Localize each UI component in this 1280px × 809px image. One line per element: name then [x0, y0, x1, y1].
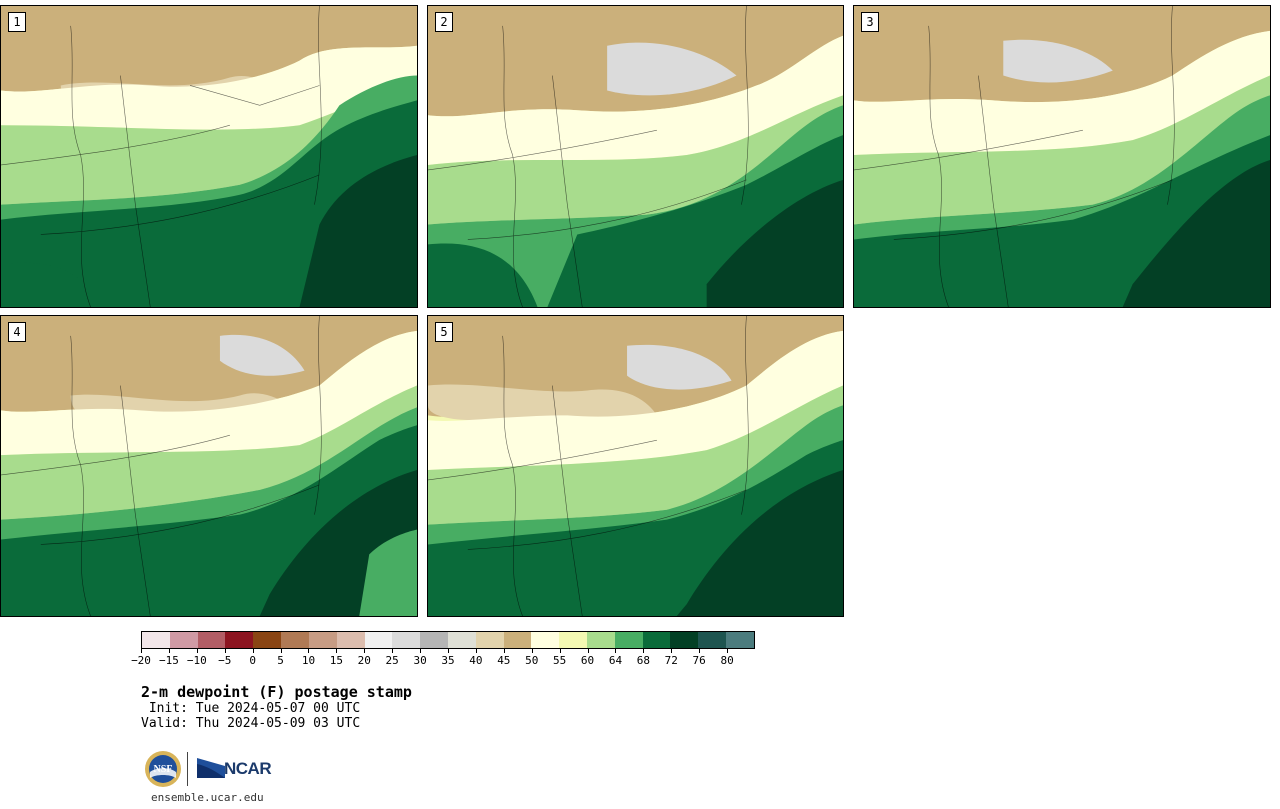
dewpoint-map-3: [854, 6, 1270, 307]
colorbar-swatch: [197, 632, 226, 648]
stamp-panel-1[interactable]: 1: [0, 5, 418, 308]
member-label: 4: [8, 322, 26, 342]
colorbar-swatch: [392, 632, 421, 648]
colorbar-swatch: [308, 632, 337, 648]
colorbar-tick: [252, 648, 254, 653]
colorbar-tick-label: 20: [357, 654, 371, 667]
colorbar-swatch: [420, 632, 448, 648]
colorbar-swatch: [726, 632, 754, 648]
colorbar-tick-label: 25: [385, 654, 399, 667]
colorbar-swatch: [642, 632, 671, 648]
colorbar-tick: [196, 648, 198, 653]
colorbar-tick-label: 30: [413, 654, 427, 667]
colorbar-swatch: [475, 632, 504, 648]
website-url: ensemble.ucar.edu: [151, 791, 264, 804]
colorbar-tick-label: 60: [580, 654, 595, 667]
colorbar-tick: [503, 648, 505, 653]
colorbar-swatch: [587, 632, 615, 648]
colorbar-tick-label: 45: [497, 654, 511, 667]
colorbar-tick-label: 72: [664, 654, 678, 667]
dewpoint-colorbar: [141, 631, 755, 649]
colorbar-tick: [531, 648, 533, 653]
colorbar-swatch: [253, 632, 282, 648]
colorbar-tick-label: 40: [469, 654, 483, 667]
colorbar-swatch: [142, 632, 170, 648]
valid-time: Valid: Thu 2024-05-09 03 UTC: [141, 716, 361, 731]
colorbar-tick-label: 50: [525, 654, 539, 667]
colorbar-tick: [699, 648, 701, 653]
stamp-panel-4[interactable]: 4: [0, 315, 418, 617]
product-title: 2-m dewpoint (F) postage stamp: [141, 683, 412, 701]
colorbar-tick-label: 5: [277, 654, 284, 667]
ncar-logo-text: NCAR: [224, 759, 272, 778]
colorbar-tick-label: −20: [131, 654, 151, 667]
member-label: 3: [861, 12, 879, 32]
colorbar-tick: [224, 648, 226, 653]
colorbar-tick: [141, 648, 142, 653]
colorbar-tick: [559, 648, 561, 653]
colorbar-tick: [336, 648, 338, 653]
colorbar-tick: [643, 648, 645, 653]
colorbar-tick-label: 35: [441, 654, 455, 667]
colorbar-tick: [168, 648, 170, 653]
colorbar-tick-label: −15: [158, 654, 179, 667]
nsf-logo-icon: NSF: [145, 751, 181, 787]
colorbar-swatch: [531, 632, 560, 648]
colorbar-tick-label: 76: [692, 654, 706, 667]
colorbar-swatch: [169, 632, 198, 648]
colorbar-swatch: [559, 632, 587, 648]
logo-area: NSF NCAR: [144, 750, 274, 790]
init-time: Init: Tue 2024-05-07 00 UTC: [141, 701, 361, 716]
stamp-panel-2[interactable]: 2: [427, 5, 844, 308]
colorbar-tick-label: 80: [720, 654, 734, 667]
nsf-logo-text: NSF: [154, 764, 173, 775]
member-label: 5: [435, 322, 453, 342]
stamp-panel-5[interactable]: 5: [427, 315, 844, 617]
colorbar-swatch: [503, 632, 532, 648]
colorbar-swatch: [447, 632, 476, 648]
colorbar-tick: [308, 648, 310, 653]
colorbar-tick-label: 55: [553, 654, 567, 667]
colorbar-tick: [727, 648, 729, 653]
colorbar-swatch: [336, 632, 365, 648]
colorbar-swatch: [225, 632, 254, 648]
colorbar-tick: [671, 648, 673, 653]
colorbar-swatch: [698, 632, 727, 648]
member-label: 2: [435, 12, 453, 32]
colorbar-tick-label: 64: [608, 654, 623, 667]
colorbar-tick-label: 15: [329, 654, 343, 667]
colorbar-tick: [587, 648, 589, 653]
colorbar-tick: [392, 648, 394, 653]
colorbar-tick: [448, 648, 449, 653]
dewpoint-map-5: [428, 316, 843, 616]
colorbar-tick: [420, 648, 422, 653]
logo-divider: [187, 752, 188, 786]
dewpoint-map-1: [1, 6, 417, 307]
colorbar-tick: [475, 648, 477, 653]
colorbar-swatch: [614, 632, 643, 648]
dewpoint-map-4: [1, 316, 417, 616]
stamp-panel-3[interactable]: 3: [853, 5, 1271, 308]
colorbar-tick: [364, 648, 366, 653]
member-label: 1: [8, 12, 26, 32]
colorbar-swatch: [670, 632, 699, 648]
ncar-logo-icon: [197, 758, 225, 778]
colorbar-tick-label: −10: [186, 654, 207, 667]
colorbar-tick-label: 10: [301, 654, 316, 667]
colorbar-tick-label: 68: [636, 654, 650, 667]
colorbar-swatch: [364, 632, 393, 648]
colorbar-tick-label: −5: [218, 654, 232, 667]
dewpoint-map-2: [428, 6, 843, 307]
colorbar-tick-label: 0: [249, 654, 256, 667]
colorbar-tick: [615, 648, 617, 653]
colorbar-swatch: [281, 632, 309, 648]
colorbar-tick: [280, 648, 282, 653]
